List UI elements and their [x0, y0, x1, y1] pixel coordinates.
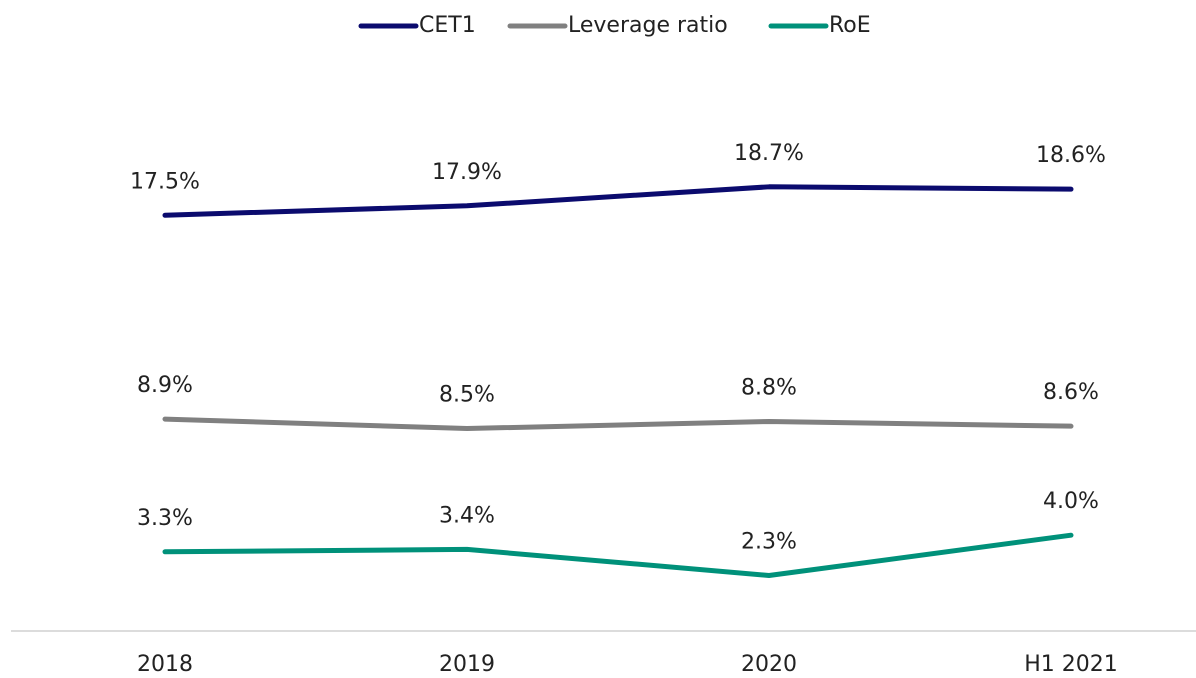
legend-label: RoE: [829, 13, 871, 38]
x-tick-label: H1 2021: [1024, 652, 1118, 677]
series-line: [162, 532, 1074, 578]
data-label: 3.3%: [137, 506, 193, 531]
series-line: [162, 184, 1074, 218]
data-label: 8.8%: [741, 375, 797, 400]
x-tick-label: 2018: [137, 652, 193, 677]
data-label: 2.3%: [741, 529, 797, 554]
data-label: 4.0%: [1043, 489, 1099, 514]
legend-label: CET1: [419, 13, 476, 38]
data-label: 17.5%: [130, 169, 200, 194]
data-label: 17.9%: [432, 160, 502, 185]
data-label: 8.6%: [1043, 380, 1099, 405]
data-label: 18.6%: [1036, 143, 1106, 168]
data-label: 18.7%: [734, 141, 804, 166]
data-label: 8.9%: [137, 373, 193, 398]
x-tick-label: 2019: [439, 652, 495, 677]
series-line: [162, 416, 1074, 432]
data-label: 3.4%: [439, 503, 495, 528]
x-tick-label: 2020: [741, 652, 797, 677]
data-label: 8.5%: [439, 383, 495, 408]
legend-label: Leverage ratio: [568, 13, 728, 38]
